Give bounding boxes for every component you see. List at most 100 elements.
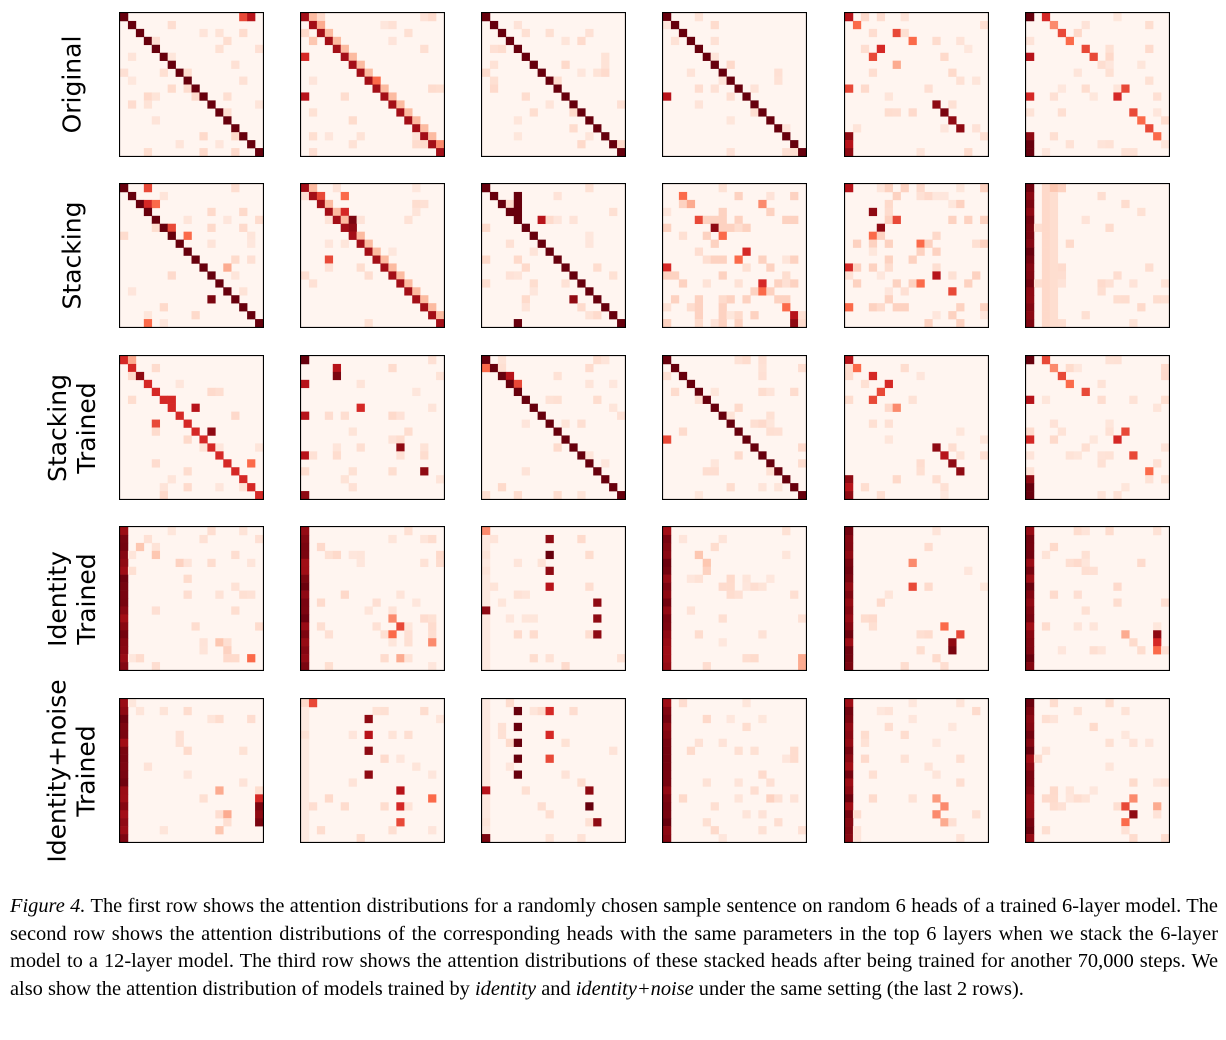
heatmap-cell [1105, 279, 1114, 288]
heatmap-cell [420, 295, 429, 304]
heatmap-cell [940, 108, 949, 117]
heatmap-cell [396, 802, 405, 811]
heatmap-cell [529, 706, 538, 716]
heatmap-cell [1065, 363, 1074, 373]
heatmap-cell [617, 148, 626, 157]
heatmap-cell [127, 287, 137, 296]
heatmap-cell [1049, 542, 1059, 552]
heatmap-cell [301, 638, 310, 647]
heatmap-cell [167, 271, 176, 280]
heatmap-cell [663, 738, 672, 747]
heatmap-cell [1129, 108, 1138, 117]
heatmap-cell [308, 36, 318, 46]
heatmap-cell [884, 403, 893, 412]
heatmap-cell [1026, 558, 1035, 568]
attention-heatmap-panel [1025, 355, 1170, 500]
heatmap-cell [404, 108, 413, 117]
caption-identity: identity [474, 977, 537, 1000]
heatmap-cell [718, 311, 727, 320]
heatmap-cell [884, 92, 893, 101]
heatmap-cell [151, 606, 161, 615]
heatmap-cell [159, 319, 168, 328]
heatmap-cell [1026, 638, 1035, 647]
row-label-line: Identity [43, 550, 73, 647]
heatmap-cell [151, 550, 161, 560]
row-label-line: Trained [72, 552, 102, 645]
heatmap-cell [1073, 68, 1082, 77]
heatmap-cell [396, 818, 405, 827]
heatmap-cell [1049, 319, 1059, 328]
heatmap-cell [702, 566, 711, 575]
heatmap-cell [1145, 263, 1154, 272]
row-label: Identity Trained [42, 527, 102, 670]
heatmap-cell [420, 124, 429, 133]
heatmap-cell [159, 395, 168, 404]
heatmap-cell [663, 20, 672, 30]
heatmap-cell [718, 638, 727, 647]
heatmap-cell [545, 810, 554, 819]
heatmap-cell [482, 606, 491, 615]
heatmap-cell [790, 255, 799, 264]
heatmap-cell [1121, 730, 1130, 740]
heatmap-cell [482, 622, 491, 631]
heatmap-cell [1105, 44, 1114, 54]
heatmap-cell [436, 371, 445, 381]
heatmap-cell [388, 534, 397, 544]
heatmap-cell [175, 68, 184, 77]
heatmap-cell [956, 699, 965, 708]
heatmap-cell [702, 778, 711, 787]
heatmap-cell [678, 699, 688, 708]
heatmap-cell [766, 794, 775, 803]
heatmap-cell [1113, 271, 1122, 280]
heatmap-cell [782, 279, 791, 288]
heatmap-cell [1145, 467, 1154, 476]
heatmap-cell [758, 714, 767, 724]
heatmap-cell [356, 834, 365, 843]
heatmap-cell [364, 247, 373, 256]
heatmap-cell [482, 754, 491, 763]
heatmap-cell [561, 738, 570, 747]
heatmap-cell [521, 590, 530, 599]
heatmap-cell [734, 84, 743, 93]
heatmap-cell [396, 786, 405, 795]
heatmap-cell [734, 778, 743, 787]
heatmap-cell [505, 207, 515, 217]
heatmap-cell [1113, 295, 1122, 304]
heatmap-cell [388, 363, 397, 373]
heatmap-cell [428, 84, 437, 93]
heatmap-cell [1041, 303, 1051, 312]
heatmap-cell [301, 730, 310, 740]
heatmap-cell [900, 662, 909, 671]
heatmap-cell [892, 303, 901, 312]
heatmap-cell [301, 379, 310, 389]
heatmap-cell [663, 818, 672, 827]
heatmap-cell [120, 231, 129, 240]
heatmap-cell [167, 223, 176, 232]
heatmap-cell [207, 100, 216, 109]
heatmap-cell [1121, 802, 1130, 811]
heatmap-cell [774, 76, 783, 85]
heatmap-cell [900, 13, 909, 22]
heatmap-cell [1041, 746, 1051, 755]
heatmap-cell [1153, 802, 1162, 811]
heatmap-cell [1089, 646, 1098, 655]
heatmap-cell [159, 68, 168, 77]
heatmap-cell [308, 279, 318, 288]
heatmap-cell [143, 184, 153, 193]
heatmap-cell [663, 271, 672, 280]
heatmap-cell [497, 598, 507, 607]
heatmap-cell [1026, 738, 1035, 747]
heatmap-cell [916, 239, 925, 248]
heatmap-cell [1065, 451, 1074, 460]
heatmap-cell [663, 223, 672, 232]
heatmap-cell [908, 558, 917, 568]
heatmap-cell [916, 247, 925, 256]
heatmap-cell [972, 706, 981, 716]
heatmap-cell [1121, 199, 1130, 209]
heatmap-cell [151, 199, 161, 209]
heatmap-cell [884, 207, 893, 217]
heatmap-cell [758, 770, 767, 779]
heatmap-cell [1065, 239, 1074, 248]
heatmap-cell [956, 184, 965, 193]
heatmap-cell [301, 28, 310, 38]
